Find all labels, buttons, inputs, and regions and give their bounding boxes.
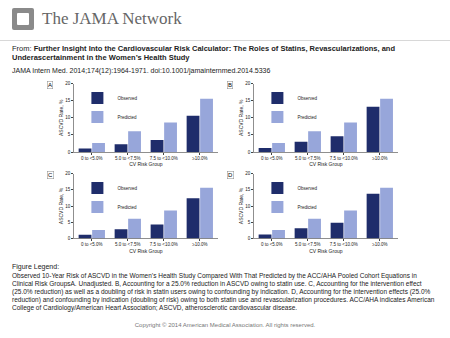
svg-text:ASCVD Rate, %: ASCVD Rate, %: [58, 99, 64, 136]
svg-text:B: B: [228, 82, 232, 88]
html-text:From: Further Insight Into the: From: Further Insight Into the Cardiovas…: [12, 44, 395, 62]
svg-text:5: 5: [248, 220, 251, 225]
svg-text:ASCVD Rate, %: ASCVD Rate, %: [58, 187, 64, 224]
svg-text:10: 10: [65, 115, 71, 120]
svg-text:0: 0: [248, 150, 251, 155]
svg-text:7.5 to <10.0%: 7.5 to <10.0%: [330, 242, 358, 247]
svg-text:ASCVD Rate, %: ASCVD Rate, %: [238, 99, 244, 136]
svg-text:Predicted: Predicted: [297, 115, 317, 120]
html-text:The JAMA Network: The JAMA Network: [42, 9, 182, 28]
html-text:Copyright © 2014 American Medi: Copyright © 2014 American Medical Associ…: [134, 322, 316, 328]
svg-text:15: 15: [245, 98, 251, 103]
svg-text:Predicted: Predicted: [117, 205, 137, 210]
svg-text:Predicted: Predicted: [117, 115, 137, 120]
svg-text:5.0 to <7.5%: 5.0 to <7.5%: [115, 156, 140, 161]
svg-text:10: 10: [245, 204, 251, 209]
svg-text:20: 20: [245, 81, 251, 86]
svg-text:≥10.0%: ≥10.0%: [372, 242, 387, 247]
svg-text:5.0 to <7.5%: 5.0 to <7.5%: [115, 242, 140, 247]
svg-text:Observed: Observed: [297, 186, 317, 191]
svg-text:0 to <5.0%: 0 to <5.0%: [261, 156, 283, 161]
svg-text:7.5 to <10.0%: 7.5 to <10.0%: [150, 242, 178, 247]
svg-text:20: 20: [65, 81, 71, 86]
svg-text:0: 0: [248, 236, 251, 241]
svg-text:5: 5: [68, 220, 71, 225]
svg-text:20: 20: [65, 171, 71, 176]
html-text:Figure Legend:: Figure Legend:: [12, 263, 60, 270]
html-text:Observed 10-Year Risk of ASCVD: Observed 10-Year Risk of ASCVD in the Wo…: [12, 272, 435, 311]
svg-text:15: 15: [245, 187, 251, 192]
svg-text:Observed: Observed: [297, 96, 317, 101]
svg-text:0 to <5.0%: 0 to <5.0%: [81, 242, 103, 247]
svg-text:≥10.0%: ≥10.0%: [192, 156, 207, 161]
svg-text:15: 15: [65, 187, 71, 192]
svg-text:CV Risk Group: CV Risk Group: [309, 161, 343, 167]
svg-text:10: 10: [65, 204, 71, 209]
svg-text:Observed: Observed: [117, 96, 137, 101]
svg-text:7.5 to <10.0%: 7.5 to <10.0%: [330, 156, 358, 161]
svg-text:ASCVD Rate, %: ASCVD Rate, %: [238, 187, 244, 224]
svg-text:≥10.0%: ≥10.0%: [372, 156, 387, 161]
svg-text:Observed: Observed: [117, 186, 137, 191]
svg-text:≥10.0%: ≥10.0%: [192, 242, 207, 247]
svg-text:7.5 to <10.0%: 7.5 to <10.0%: [150, 156, 178, 161]
svg-text:5.0 to <7.5%: 5.0 to <7.5%: [295, 156, 320, 161]
svg-text:20: 20: [245, 171, 251, 176]
svg-text:Predicted: Predicted: [297, 205, 317, 210]
svg-text:5.0 to <7.5%: 5.0 to <7.5%: [295, 242, 320, 247]
svg-text:0: 0: [68, 150, 71, 155]
svg-text:0: 0: [68, 236, 71, 241]
svg-text:C: C: [48, 172, 53, 178]
svg-text:D: D: [228, 172, 233, 178]
svg-text:A: A: [48, 82, 52, 88]
svg-text:15: 15: [65, 98, 71, 103]
svg-text:CV Risk Group: CV Risk Group: [309, 248, 343, 254]
html-text:JAMA Intern Med. 2014;174(12):: JAMA Intern Med. 2014;174(12):1964-1971.…: [12, 67, 271, 74]
svg-text:CV Risk Group: CV Risk Group: [129, 248, 163, 254]
svg-text:CV Risk Group: CV Risk Group: [129, 161, 163, 167]
svg-text:0 to <5.0%: 0 to <5.0%: [81, 156, 103, 161]
svg-text:5: 5: [68, 132, 71, 137]
svg-text:10: 10: [245, 115, 251, 120]
svg-text:5: 5: [248, 132, 251, 137]
svg-text:0 to <5.0%: 0 to <5.0%: [261, 242, 283, 247]
